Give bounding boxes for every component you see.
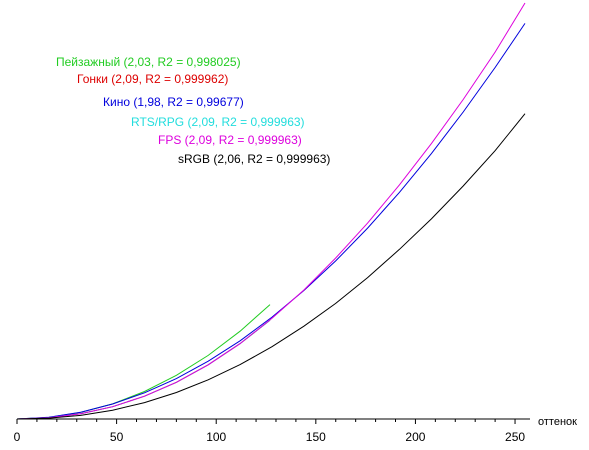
x-axis: 0 50 100 150 200 250 оттенок	[14, 416, 577, 444]
x-tick-label: 0	[14, 430, 21, 444]
x-axis-label: оттенок	[538, 416, 577, 428]
series-line-0	[16, 304, 271, 420]
x-tick-label: 250	[505, 430, 525, 444]
legend-entry-2: Кино (1,98, R2 = 0,99677)	[103, 95, 244, 109]
series-line-2	[16, 23, 526, 420]
legend-entry-4: FPS (2,09, R2 = 0,999963)	[158, 133, 302, 147]
curves-layer	[16, 2, 526, 420]
legend-entry-3: RTS/RPG (2,09, R2 = 0,999963)	[131, 115, 305, 129]
x-axis-ticks: 0 50 100 150 200 250	[14, 419, 525, 444]
series-line-1	[16, 319, 271, 420]
x-tick-label: 200	[405, 430, 425, 444]
x-tick-label: 100	[206, 430, 226, 444]
x-tick-label: 150	[306, 430, 326, 444]
series-line-4	[16, 2, 526, 420]
series-line-5	[16, 113, 526, 420]
legend-entry-5: sRGB (2,06, R2 = 0,999963)	[178, 152, 330, 166]
x-tick-label: 50	[110, 430, 124, 444]
legend: Пейзажный (2,03, R2 = 0,998025) Гонки (2,…	[56, 55, 330, 166]
legend-entry-0: Пейзажный (2,03, R2 = 0,998025)	[56, 55, 241, 69]
series-line-3	[16, 319, 271, 420]
legend-entry-1: Гонки (2,09, R2 = 0,999962)	[77, 72, 228, 86]
